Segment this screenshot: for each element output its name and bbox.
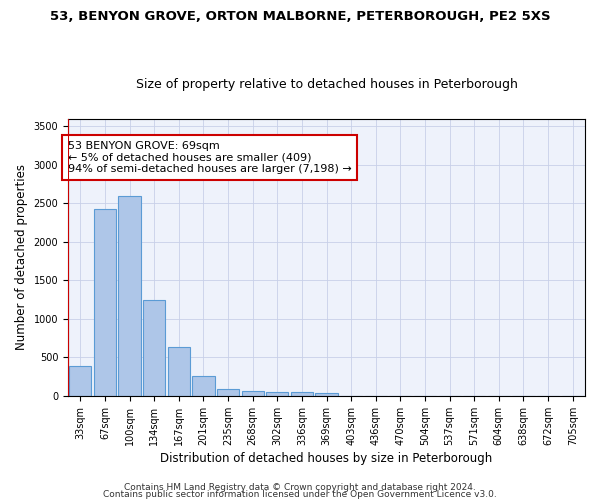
Text: Contains public sector information licensed under the Open Government Licence v3: Contains public sector information licen… xyxy=(103,490,497,499)
Bar xyxy=(217,388,239,396)
Bar xyxy=(242,392,264,396)
Bar xyxy=(94,210,116,396)
Bar xyxy=(316,394,338,396)
Bar xyxy=(143,300,165,396)
Bar xyxy=(69,366,91,396)
Bar xyxy=(266,392,289,396)
Text: 53, BENYON GROVE, ORTON MALBORNE, PETERBOROUGH, PE2 5XS: 53, BENYON GROVE, ORTON MALBORNE, PETERB… xyxy=(50,10,550,23)
Bar xyxy=(118,196,140,396)
Title: Size of property relative to detached houses in Peterborough: Size of property relative to detached ho… xyxy=(136,78,517,91)
Bar xyxy=(193,376,215,396)
Text: Contains HM Land Registry data © Crown copyright and database right 2024.: Contains HM Land Registry data © Crown c… xyxy=(124,484,476,492)
Bar xyxy=(168,346,190,396)
Y-axis label: Number of detached properties: Number of detached properties xyxy=(15,164,28,350)
Bar xyxy=(291,392,313,396)
X-axis label: Distribution of detached houses by size in Peterborough: Distribution of detached houses by size … xyxy=(160,452,493,465)
Text: 53 BENYON GROVE: 69sqm
← 5% of detached houses are smaller (409)
94% of semi-det: 53 BENYON GROVE: 69sqm ← 5% of detached … xyxy=(68,140,352,174)
